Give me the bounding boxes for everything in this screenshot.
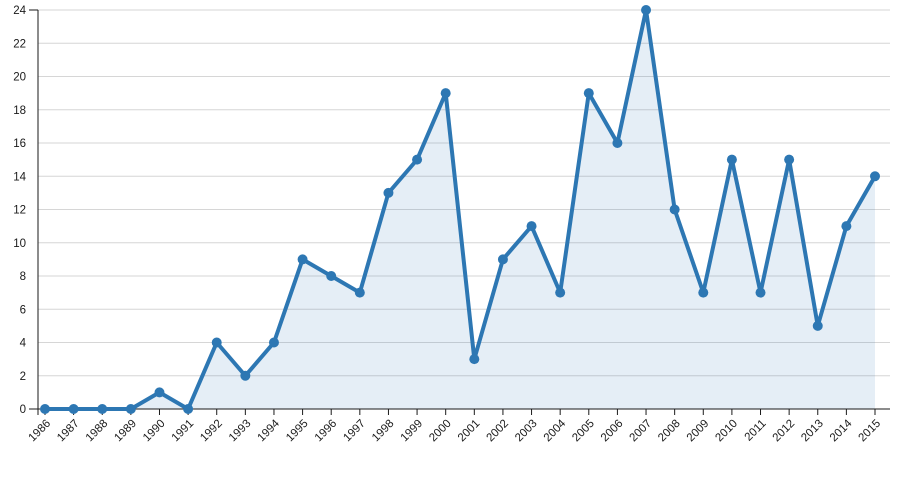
y-axis-tick-label: 18	[13, 105, 26, 117]
data-point-marker	[40, 404, 50, 414]
x-axis-tick-label: 1998	[370, 418, 397, 445]
y-axis-tick-label: 12	[13, 205, 26, 217]
x-axis-tick-label: 2006	[599, 418, 626, 445]
x-axis-tick-label: 2007	[628, 418, 655, 445]
x-axis-tick-label: 2014	[828, 417, 855, 444]
y-axis-tick-label: 6	[20, 304, 26, 316]
data-point-marker	[154, 387, 165, 398]
data-point-marker	[354, 287, 365, 298]
data-point-marker	[497, 254, 508, 265]
x-axis-tick-label: 1996	[313, 418, 340, 445]
y-axis-tick-label: 8	[20, 271, 26, 283]
data-point-marker	[612, 138, 623, 148]
data-point-marker	[812, 320, 823, 331]
x-axis-tick-label: 1991	[170, 418, 197, 445]
data-point-marker	[412, 154, 423, 165]
data-point-marker	[555, 287, 566, 298]
data-point-marker	[211, 337, 222, 348]
y-axis-tick-label: 10	[13, 238, 26, 250]
x-axis-tick-label: 2008	[656, 418, 683, 445]
data-point-marker	[297, 254, 308, 265]
x-axis-tick-label: 1989	[112, 418, 139, 445]
x-axis-tick-label: 2005	[570, 418, 597, 445]
data-point-marker	[583, 88, 594, 99]
y-axis-tick-label: 22	[13, 38, 26, 50]
data-point-marker	[641, 5, 652, 15]
area-fill	[45, 10, 875, 409]
x-axis-tick-label: 2003	[513, 418, 540, 445]
x-axis-tick-label: 2013	[799, 418, 826, 445]
data-point-marker	[326, 271, 337, 281]
y-axis-tick-label: 0	[20, 404, 26, 416]
data-point-marker	[698, 287, 709, 298]
x-axis-tick-label: 1987	[55, 418, 82, 445]
data-line	[43, 8, 877, 411]
data-point-marker	[240, 370, 251, 381]
data-point-marker	[383, 187, 394, 198]
x-axis-tick-label: 1994	[256, 417, 283, 444]
x-axis-tick-label: 2011	[743, 418, 769, 444]
data-point-marker	[68, 404, 79, 414]
data-point-marker	[97, 404, 108, 414]
data-point-marker	[755, 287, 766, 298]
x-axis-tick-label: 1990	[141, 418, 168, 445]
data-point-marker	[669, 204, 680, 215]
y-axis-tick-label: 4	[20, 338, 27, 350]
y-axis-tick-label: 14	[13, 171, 26, 183]
data-point-marker	[469, 354, 480, 365]
data-point-marker	[125, 404, 136, 414]
x-axis-tick-label: 2015	[857, 418, 884, 445]
data-point-marker	[183, 404, 194, 414]
x-axis-tick-label: 2012	[771, 418, 798, 445]
data-point-marker	[726, 154, 737, 165]
data-point-marker	[841, 221, 852, 232]
data-point-marker	[870, 171, 880, 182]
x-axis-tick-label: 1997	[341, 418, 368, 445]
y-axis-tick-label: 20	[13, 72, 26, 84]
data-point-marker	[268, 337, 279, 348]
x-axis-tick-label: 1993	[227, 418, 254, 445]
y-axis-tick-label: 2	[20, 371, 26, 383]
x-axis-tick-label: 2000	[427, 418, 454, 445]
data-point-marker	[784, 154, 795, 165]
x-axis-tick-label: 1986	[27, 418, 54, 445]
x-axis-tick-label: 2009	[685, 418, 712, 445]
x-axis-tick-label: 2002	[484, 418, 511, 445]
x-axis-tick-label: 1995	[284, 418, 311, 445]
y-axis-tick-label: 24	[13, 5, 26, 17]
x-axis-tick-label: 2001	[456, 418, 483, 445]
x-axis-tick-label: 2010	[713, 418, 740, 445]
data-point-marker	[440, 88, 451, 99]
x-axis-tick-label: 1988	[84, 418, 111, 445]
data-point-marker	[526, 221, 537, 232]
y-axis-tick-label: 16	[13, 138, 26, 150]
x-axis-tick-label: 2004	[542, 417, 569, 444]
x-axis-tick-label: 1992	[198, 418, 225, 445]
x-axis-tick-label: 1999	[399, 418, 426, 445]
